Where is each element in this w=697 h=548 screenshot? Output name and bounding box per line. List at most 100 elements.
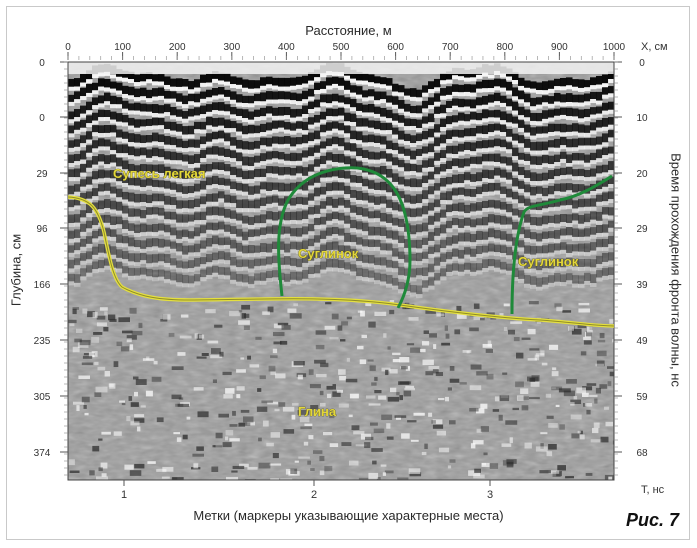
band-dark — [416, 148, 423, 156]
band-dark — [74, 121, 81, 130]
band-light — [140, 232, 147, 237]
band-dark — [164, 195, 171, 205]
band-dark — [206, 193, 213, 202]
band-light — [536, 193, 543, 198]
band-light — [170, 160, 177, 165]
band-light — [194, 147, 201, 152]
band-light — [128, 110, 135, 115]
band-light — [134, 275, 141, 280]
band-light — [140, 143, 147, 148]
band-light — [398, 226, 405, 231]
band-dark — [140, 193, 147, 203]
band-light — [248, 103, 255, 108]
band-dark — [158, 87, 165, 96]
band-light — [446, 200, 453, 205]
band-dark — [326, 122, 333, 131]
band-dark — [272, 225, 279, 235]
band-light — [554, 191, 561, 196]
speckle — [596, 350, 607, 357]
band-light — [242, 223, 249, 228]
band-dark — [188, 125, 195, 135]
speckle — [492, 409, 500, 412]
band-dark — [200, 240, 207, 249]
band-dark — [194, 198, 201, 208]
band-dark — [314, 130, 321, 140]
band-light — [398, 289, 405, 294]
band-light — [446, 139, 453, 144]
band-light — [302, 204, 309, 209]
band-dark — [404, 194, 411, 203]
band-dark — [362, 150, 369, 158]
band-light — [260, 176, 267, 181]
speckle — [590, 439, 603, 443]
band-dark — [350, 219, 357, 229]
band-dark — [494, 230, 501, 239]
band-light — [350, 197, 357, 202]
band-light — [524, 132, 531, 137]
band-light — [434, 221, 441, 226]
band-light — [284, 86, 291, 91]
band-dark — [332, 167, 339, 177]
band-light — [212, 260, 219, 265]
speckle — [73, 401, 85, 405]
band-light — [176, 251, 183, 256]
band-dark — [608, 207, 614, 216]
band-light — [188, 116, 195, 121]
band-dark — [116, 201, 123, 211]
band-light — [140, 274, 147, 279]
speckle — [593, 422, 600, 429]
band-dark — [236, 123, 243, 132]
band-dark — [554, 108, 561, 116]
band-light — [152, 214, 159, 219]
band-dark — [596, 211, 603, 221]
band-light — [164, 219, 171, 224]
band-dark — [68, 230, 75, 239]
speckle — [129, 344, 134, 350]
band-light — [476, 74, 483, 79]
speckle — [236, 394, 241, 399]
band-dark — [332, 108, 339, 117]
band-light — [266, 190, 273, 195]
band-dark — [536, 112, 543, 122]
speckle — [194, 333, 198, 339]
band-dark — [188, 139, 195, 148]
band-dark — [338, 107, 345, 116]
band-dark — [590, 77, 597, 86]
band-light — [152, 262, 159, 267]
speckle — [524, 442, 532, 449]
band-light — [302, 99, 309, 104]
band-light — [380, 221, 387, 226]
band-light — [206, 201, 213, 206]
band-light — [410, 203, 417, 208]
band-light — [296, 189, 303, 194]
band-light — [164, 246, 171, 251]
band-dark — [122, 250, 129, 260]
band-dark — [164, 270, 171, 280]
speckle — [529, 348, 540, 351]
band-light — [266, 264, 273, 269]
band-dark — [296, 271, 303, 281]
band-light — [212, 215, 219, 220]
band-light — [542, 253, 549, 258]
band-light — [452, 195, 459, 200]
band-light — [224, 275, 231, 280]
speckle — [120, 346, 130, 352]
band-dark — [422, 175, 429, 184]
band-dark — [164, 211, 171, 220]
band-dark — [272, 120, 279, 129]
band-dark — [506, 172, 513, 180]
band-dark — [122, 115, 129, 123]
band-dark — [260, 168, 267, 177]
band-light — [458, 92, 465, 97]
band-light — [368, 263, 375, 268]
speckle — [118, 317, 130, 323]
band-dark — [398, 204, 405, 212]
band-light — [392, 165, 399, 170]
speckle — [501, 443, 512, 447]
band-dark — [122, 70, 129, 78]
band-light — [500, 209, 507, 214]
speckle — [338, 403, 349, 408]
band-dark — [302, 197, 309, 205]
band-dark — [140, 252, 147, 261]
band-light — [356, 140, 363, 145]
